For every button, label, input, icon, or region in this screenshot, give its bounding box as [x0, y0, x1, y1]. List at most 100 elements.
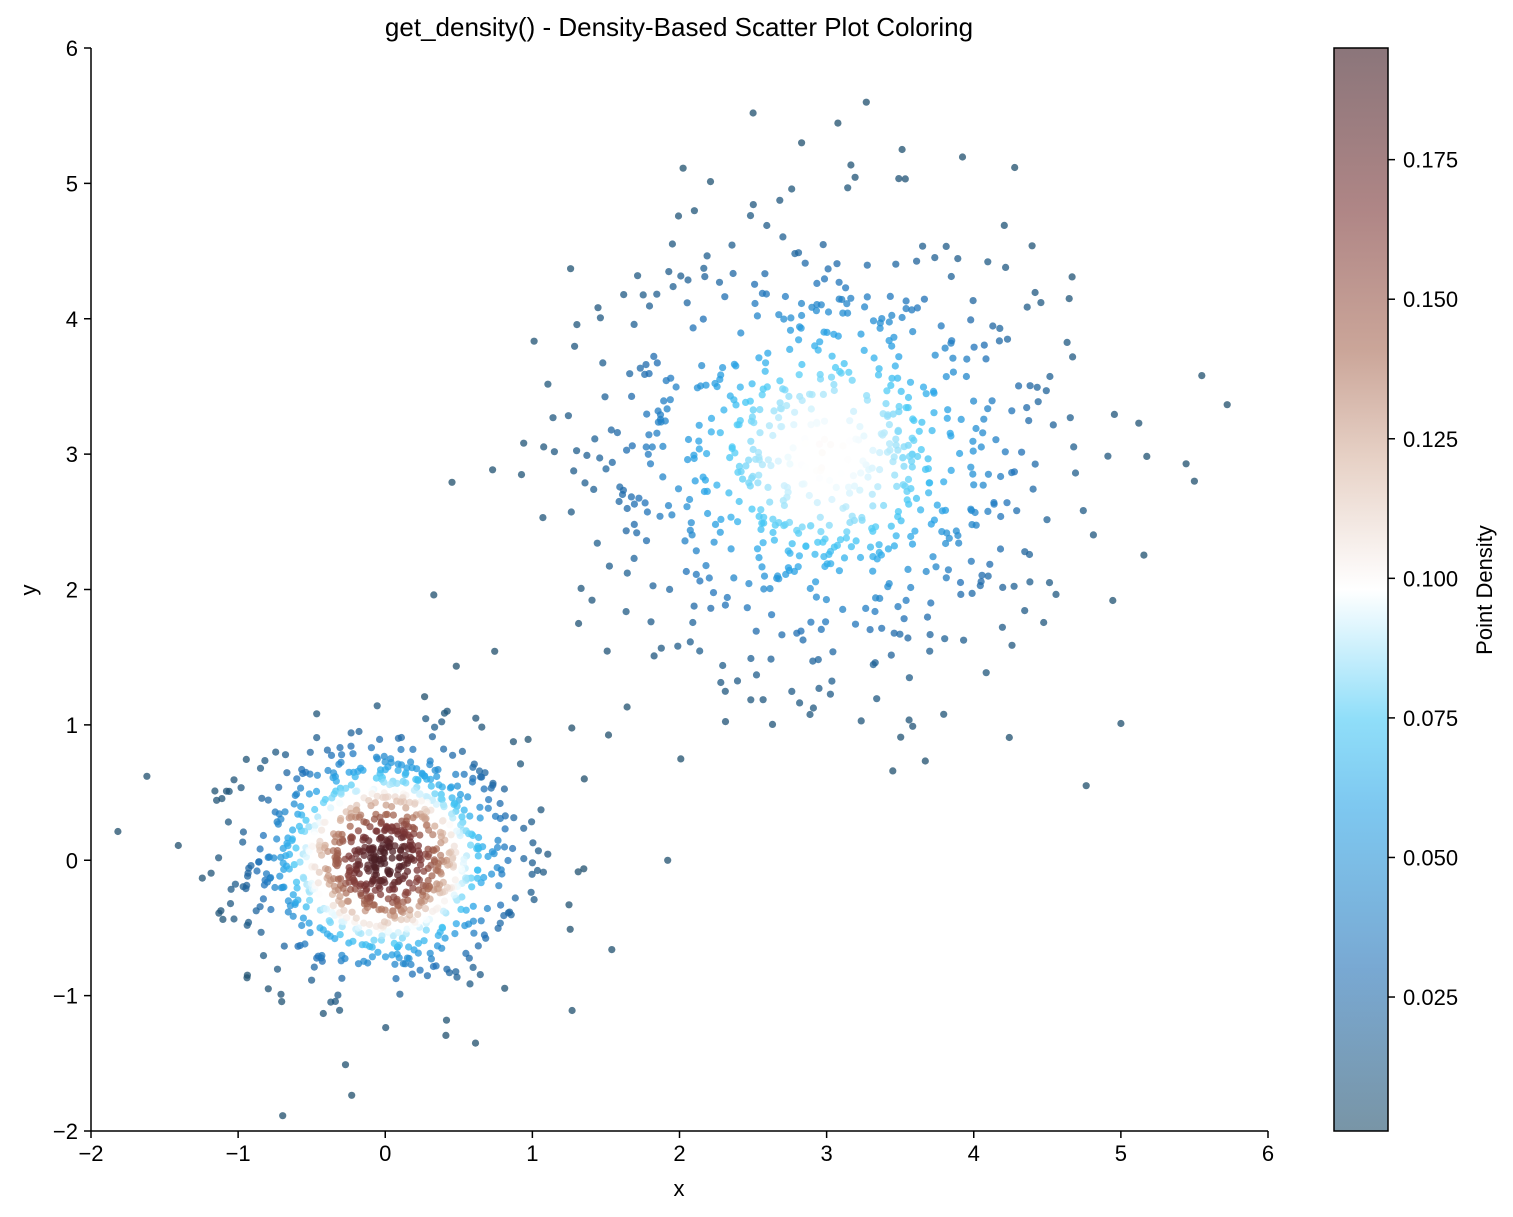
cluster-a-point	[362, 941, 370, 949]
cluster-b-point	[886, 292, 894, 300]
cluster-a-point	[580, 775, 588, 783]
cluster-b-point	[667, 374, 675, 382]
cluster-a-point	[298, 811, 306, 819]
cluster-b-point	[634, 272, 642, 280]
x-axis-label: x	[674, 1176, 685, 1201]
cluster-a-point	[437, 839, 445, 847]
cluster-b-point	[927, 599, 935, 607]
cluster-a-point	[446, 821, 454, 829]
cluster-a-point	[500, 843, 509, 851]
cluster-a-point	[367, 744, 375, 752]
cluster-b-point	[815, 440, 824, 448]
cluster-a-point	[301, 827, 309, 836]
cluster-b-point	[955, 539, 963, 547]
cluster-b-point	[869, 446, 877, 454]
cluster-b-point	[813, 279, 821, 287]
cluster-a-point	[373, 702, 381, 710]
cluster-b-point	[568, 724, 576, 732]
cluster-a-point	[319, 926, 327, 934]
cluster-b-point	[645, 431, 653, 439]
cluster-b-point	[626, 370, 634, 378]
cluster-b-point	[917, 506, 925, 514]
cluster-a-point	[428, 733, 436, 741]
cluster-b-point	[732, 362, 740, 370]
cluster-b-point	[749, 445, 757, 454]
cluster-b-point	[725, 489, 733, 497]
cluster-b-point	[986, 560, 994, 568]
cluster-b-point	[984, 405, 992, 413]
cluster-b-point	[850, 407, 858, 415]
cluster-b-point	[591, 435, 599, 443]
cluster-b-point	[903, 496, 911, 504]
cluster-a-point	[432, 800, 440, 808]
cluster-b-point	[719, 661, 727, 670]
cluster-b-point	[770, 407, 778, 415]
cluster-b-point	[795, 552, 804, 560]
axes: −2 −1 0 1 2 3 4 5 6 −2 −1 0 1 2 3 4 5 6	[53, 36, 1274, 1166]
cluster-a-point	[405, 943, 413, 951]
cluster-a-point	[256, 764, 265, 772]
cluster-a-point	[417, 797, 425, 805]
cluster-b-point	[805, 491, 813, 500]
cluster-b-point	[1031, 460, 1039, 468]
y-tick-label: 6	[66, 36, 78, 61]
cluster-b-point	[622, 608, 630, 616]
cluster-b-point	[938, 528, 946, 536]
cluster-b-point	[908, 434, 916, 442]
cluster-b-point	[813, 420, 821, 428]
cluster-a-point	[281, 808, 289, 816]
cluster-a-point	[421, 850, 429, 858]
cluster-a-point	[389, 811, 397, 819]
cluster-a-point	[394, 766, 402, 775]
cluster-a-point	[456, 790, 465, 799]
cluster-a-point	[435, 781, 443, 789]
cluster-b-point	[421, 693, 429, 701]
cluster-a-point	[442, 1031, 450, 1039]
cluster-b-point	[980, 341, 988, 349]
cluster-b-point	[1005, 733, 1013, 742]
cluster-b-point	[848, 512, 856, 520]
cluster-a-point	[335, 856, 343, 864]
cluster-b-point	[1110, 410, 1118, 418]
cluster-b-point	[665, 268, 673, 276]
cluster-b-point	[684, 276, 692, 284]
cluster-a-point	[488, 870, 496, 878]
cluster-b-point	[1003, 499, 1011, 507]
cluster-b-point	[956, 578, 965, 587]
cluster-b-point	[892, 260, 900, 268]
cluster-a-point	[520, 855, 528, 863]
cluster-b-point	[1013, 507, 1021, 515]
cluster-b-point	[874, 483, 882, 491]
cluster-b-point	[828, 677, 836, 685]
cluster-a-point	[380, 752, 388, 761]
cluster-b-point	[1034, 398, 1042, 406]
cluster-b-point	[684, 456, 692, 464]
cluster-b-point	[952, 527, 960, 535]
cluster-b-point	[735, 421, 743, 429]
cluster-b-point	[821, 535, 829, 543]
cluster-b-point	[755, 554, 763, 562]
cluster-b-point	[1031, 288, 1039, 297]
cluster-b-point	[930, 389, 938, 397]
cluster-b-point	[690, 207, 699, 215]
cluster-b-point	[749, 406, 757, 414]
cluster-b-point	[977, 578, 985, 586]
cluster-a-point	[288, 835, 296, 843]
cluster-b-point	[842, 503, 850, 511]
cluster-b-point	[769, 528, 777, 537]
cluster-a-point	[414, 847, 422, 855]
cluster-b-point	[1008, 641, 1016, 649]
cluster-a-point	[516, 760, 525, 768]
cluster-b-point	[759, 696, 767, 704]
cluster-a-point	[332, 777, 340, 785]
cluster-b-point	[683, 299, 691, 307]
cluster-a-point	[293, 790, 301, 798]
cluster-a-point	[352, 914, 360, 922]
cluster-b-point	[996, 545, 1005, 553]
cluster-b-point	[801, 463, 810, 471]
cluster-b-point	[739, 475, 747, 483]
cluster-b-point	[814, 538, 822, 546]
cluster-b-point	[1003, 335, 1012, 343]
cluster-a-point	[476, 814, 484, 822]
cluster-b-point	[1079, 507, 1087, 515]
